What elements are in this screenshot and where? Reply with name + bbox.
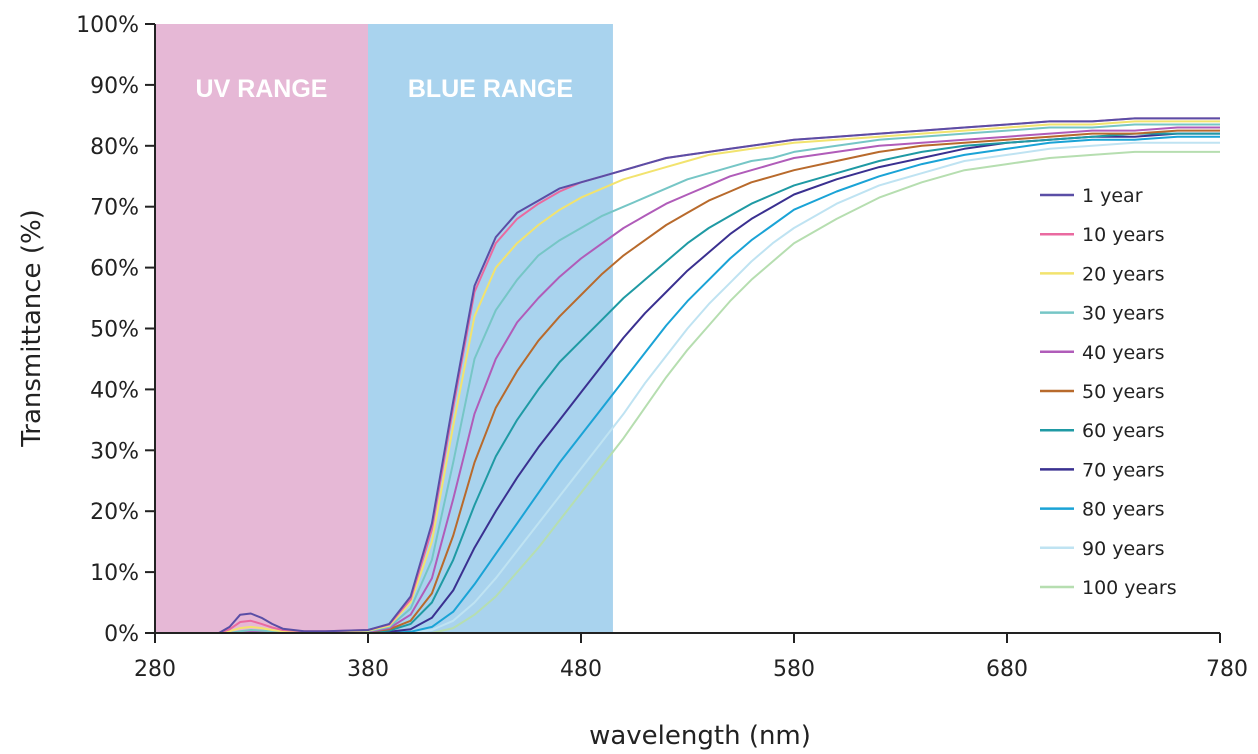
y-tick-label-3: 30% <box>90 439 139 464</box>
band-label-1: BLUE RANGE <box>408 75 573 103</box>
legend-label-3: 30 years <box>1082 303 1165 325</box>
y-tick-label-0: 0% <box>104 622 139 647</box>
x-tick-label-4: 680 <box>986 657 1028 682</box>
y-tick-label-8: 80% <box>90 135 139 160</box>
legend: 1 year 10 years 20 years 30 years 40 years 50… <box>1040 185 1177 599</box>
legend-label-4: 40 years <box>1082 342 1165 364</box>
x-tick-label-1: 380 <box>347 657 389 682</box>
series-lines <box>155 117 1220 634</box>
y-tick-label-10: 100% <box>76 13 139 38</box>
x-tick-label-3: 580 <box>773 657 815 682</box>
legend-label-2: 20 years <box>1082 263 1165 285</box>
legend-label-5: 50 years <box>1082 381 1165 403</box>
x-tick-label-2: 480 <box>560 657 602 682</box>
band-0 <box>155 24 368 633</box>
y-tick-label-4: 40% <box>90 378 139 403</box>
y-tick-label-9: 90% <box>90 74 139 99</box>
legend-label-6: 60 years <box>1082 420 1165 442</box>
series-line-2 <box>155 120 1220 634</box>
y-tick-label-2: 20% <box>90 500 139 525</box>
y-tick-label-7: 70% <box>90 196 139 221</box>
legend-label-10: 100 years <box>1082 577 1177 599</box>
band-label-0: UV RANGE <box>196 75 328 103</box>
series-line-0 <box>155 117 1220 634</box>
y-tick-label-1: 10% <box>90 561 139 586</box>
band-1 <box>368 24 613 633</box>
y-tick-label-5: 50% <box>90 318 139 343</box>
range-bands: UV RANGE BLUE RANGE <box>155 24 613 633</box>
legend-label-7: 70 years <box>1082 459 1165 481</box>
y-axis-title: Transmittance (%) <box>17 209 47 448</box>
legend-label-1: 10 years <box>1082 224 1165 246</box>
x-axis-title: wavelength (nm) <box>589 721 811 751</box>
legend-label-9: 90 years <box>1082 538 1165 560</box>
x-tick-label-5: 780 <box>1206 657 1248 682</box>
y-tick-label-6: 60% <box>90 257 139 282</box>
legend-label-8: 80 years <box>1082 499 1165 521</box>
x-tick-label-0: 280 <box>134 657 176 682</box>
legend-label-0: 1 year <box>1082 185 1143 207</box>
axes: 0% 10% 20% 30% 40% 50% 60% 70% 80% 90% 100% 280 380 4… <box>76 13 1248 682</box>
